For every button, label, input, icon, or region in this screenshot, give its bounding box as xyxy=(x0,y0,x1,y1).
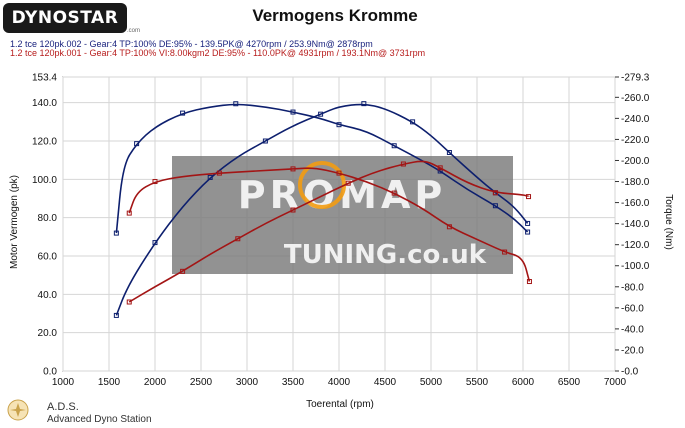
y2-tick-label: -240.0 xyxy=(621,114,650,125)
x-tick-label: 6500 xyxy=(558,377,581,388)
series-marker-3 xyxy=(526,279,532,285)
y2-tick-label: -180.0 xyxy=(621,177,650,188)
y-tick-label: 20.0 xyxy=(38,328,58,339)
promap-watermark: PROMAP TUNING.co.uk xyxy=(172,156,513,274)
series-marker-2 xyxy=(235,236,241,242)
series-marker-3 xyxy=(336,170,342,176)
series-marker-0 xyxy=(113,312,119,318)
series-marker-0 xyxy=(318,111,324,117)
series-marker-3 xyxy=(152,179,158,185)
series-marker-1 xyxy=(525,229,531,235)
y-tick-label: 140.0 xyxy=(32,98,57,109)
series-marker-0 xyxy=(525,220,531,226)
series-marker-2 xyxy=(126,299,132,305)
dynostar-logo: DYNOSTAR xyxy=(3,3,127,33)
y-tick-label: 80.0 xyxy=(38,213,58,224)
y-tick-label: 120.0 xyxy=(32,137,57,148)
axes: 1000 1500 2000 2500 3000 3500 4000 4500 5000 5500… xyxy=(32,73,650,389)
series-marker-3 xyxy=(126,210,132,216)
y-tick-label: 0.0 xyxy=(43,367,57,378)
series-marker-1 xyxy=(180,110,186,116)
y2-tick-label: -0.0 xyxy=(621,367,639,378)
y2-axis-label: Torque (Nm) xyxy=(663,194,674,250)
y2-tick-label: -20.0 xyxy=(621,345,644,356)
series-line-2 xyxy=(128,160,530,303)
series-marker-1 xyxy=(290,109,296,115)
x-tick-label: 5500 xyxy=(466,377,489,388)
x-tick-label: 6000 xyxy=(512,377,535,388)
series-line-3 xyxy=(128,167,531,282)
y2-tick-label: -220.0 xyxy=(621,135,650,146)
series-marker-2 xyxy=(345,180,351,186)
x-tick-label: 7000 xyxy=(604,377,627,388)
y2-tick-label: -160.0 xyxy=(621,198,650,209)
ads-title: A.D.S. xyxy=(47,401,79,413)
series-group xyxy=(113,101,532,318)
series-marker-1 xyxy=(336,122,342,128)
x-tick-label: 3500 xyxy=(282,377,305,388)
series-marker-1 xyxy=(391,143,397,149)
x-tick-label: 1000 xyxy=(52,377,75,388)
series-marker-3 xyxy=(216,170,222,176)
series-marker-3 xyxy=(446,224,452,230)
x-tick-label: 5000 xyxy=(420,377,443,388)
series-marker-0 xyxy=(207,174,213,180)
y-tick-label: 40.0 xyxy=(38,290,58,301)
series-marker-1 xyxy=(113,230,119,236)
series-marker-0 xyxy=(262,138,268,144)
series-marker-2 xyxy=(437,165,443,171)
dynostar-logo-text: DYNOSTAR xyxy=(11,8,119,28)
x-tick-label: 1500 xyxy=(98,377,121,388)
y-tick-label: 60.0 xyxy=(38,252,58,263)
y2-tick-label: -279.3 xyxy=(621,73,650,84)
series-marker-2 xyxy=(180,268,186,274)
series-marker-2 xyxy=(290,207,296,213)
series-marker-1 xyxy=(437,168,443,174)
y-tick-label: 100.0 xyxy=(32,175,57,186)
x-axis-label: Toerental (rpm) xyxy=(306,399,374,410)
dynostar-logo-sub: .com xyxy=(127,28,141,34)
x-tick-label: 2500 xyxy=(190,377,213,388)
series-marker-0 xyxy=(410,119,416,125)
x-tick-label: 2000 xyxy=(144,377,167,388)
y2-tick-label: -60.0 xyxy=(621,303,644,314)
x-tick-label: 4500 xyxy=(374,377,397,388)
ads-subtitle: Advanced Dyno Station xyxy=(47,414,152,425)
x-tick-label: 4000 xyxy=(328,377,351,388)
y2-tick-label: -200.0 xyxy=(621,156,650,167)
series-marker-0 xyxy=(361,101,367,107)
chart-title: Vermogens Kromme xyxy=(252,6,418,25)
series-line-1 xyxy=(115,103,529,234)
series-marker-0 xyxy=(152,240,158,246)
run-legend-2: 1.2 tce 120pk.001 - Gear:4 TP:100% VI:8.… xyxy=(10,48,426,58)
series-marker-3 xyxy=(290,166,296,172)
y2-tick-label: -100.0 xyxy=(621,261,650,272)
series-marker-2 xyxy=(400,161,406,167)
y2-tick-label: -120.0 xyxy=(621,240,650,251)
x-tick-label: 3000 xyxy=(236,377,259,388)
series-marker-0 xyxy=(446,150,452,156)
y2-tick-label: -260.0 xyxy=(621,93,650,104)
series-line-0 xyxy=(115,103,529,316)
ads-logo-icon xyxy=(7,399,29,421)
series-marker-1 xyxy=(233,101,239,107)
y2-tick-label: -40.0 xyxy=(621,324,644,335)
y2-tick-label: -80.0 xyxy=(621,282,644,293)
y-tick-label: 153.4 xyxy=(32,73,57,84)
y-axis-label: Motor Vermogen (pk) xyxy=(9,175,20,269)
series-marker-3 xyxy=(391,190,397,196)
series-marker-2 xyxy=(526,194,532,200)
run-legend-1: 1.2 tce 120pk.002 - Gear:4 TP:100% DE:95… xyxy=(10,39,373,49)
watermark-sub-text: TUNING.co.uk xyxy=(284,240,487,270)
y2-tick-label: -140.0 xyxy=(621,219,650,230)
series-marker-3 xyxy=(502,249,508,255)
series-marker-1 xyxy=(492,203,498,209)
series-marker-1 xyxy=(134,141,140,147)
series-marker-2 xyxy=(492,190,498,196)
